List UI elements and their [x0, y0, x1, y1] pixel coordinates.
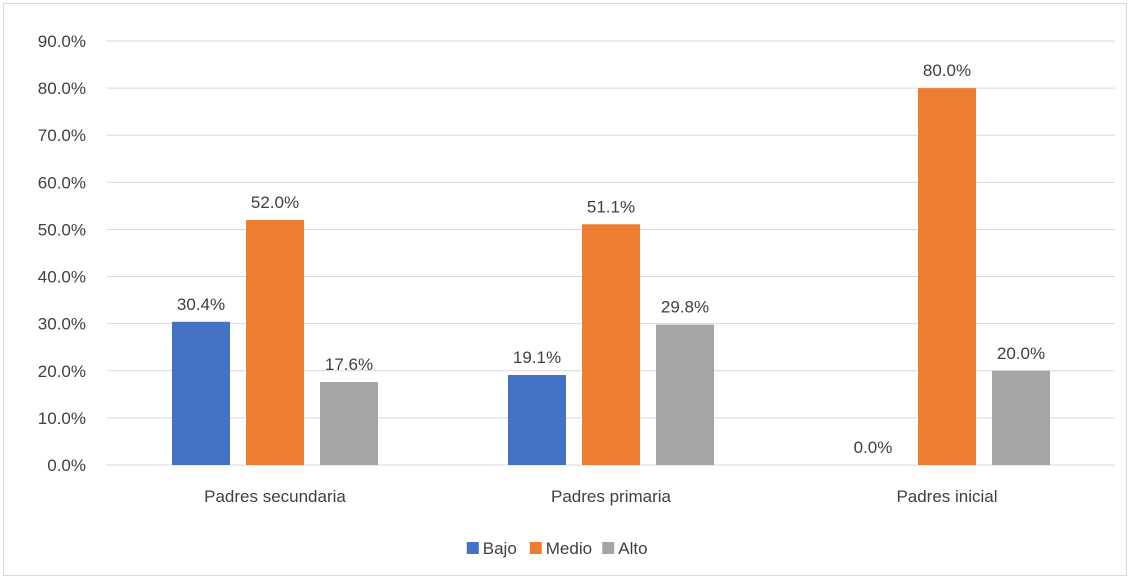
- data-label: 17.6%: [325, 355, 373, 374]
- data-labels: 30.4% 52.0% 17.6% 19.1% 51.1% 29.8% 0.0% 80.0% 2…: [177, 61, 1045, 457]
- y-axis-ticks: 0.0% 10.0% 20.0% 30.0% 40.0% 50.0% 60.0% 70.0% 8…: [38, 32, 86, 475]
- y-tick-label: 10.0%: [38, 409, 86, 428]
- legend-label-bajo: Bajo: [483, 539, 517, 558]
- legend: Bajo Medio Alto: [466, 539, 648, 558]
- x-category-label: Padres primaria: [551, 487, 672, 506]
- y-tick-label: 0.0%: [47, 456, 86, 475]
- bar-alto: [656, 324, 714, 465]
- y-tick-label: 90.0%: [38, 32, 86, 51]
- x-category-label: Padres secundaria: [204, 487, 346, 506]
- legend-swatch-medio: [529, 542, 542, 554]
- bar-bajo: [508, 375, 566, 465]
- x-axis-categories: Padres secundaria Padres primaria Padres i…: [204, 487, 997, 506]
- legend-swatch-alto: [602, 542, 615, 554]
- data-label: 51.1%: [587, 197, 635, 216]
- bar-alto: [320, 382, 378, 465]
- bar-bajo: [172, 321, 230, 465]
- data-label: 0.0%: [854, 438, 893, 457]
- data-label: 19.1%: [513, 348, 561, 367]
- data-label: 52.0%: [251, 193, 299, 212]
- y-tick-label: 20.0%: [38, 362, 86, 381]
- y-tick-label: 70.0%: [38, 126, 86, 145]
- bars: [172, 88, 1050, 465]
- y-tick-label: 80.0%: [38, 79, 86, 98]
- legend-swatch-bajo: [466, 542, 479, 554]
- y-tick-label: 60.0%: [38, 173, 86, 192]
- bar-alto: [992, 370, 1050, 465]
- legend-label-alto: Alto: [618, 539, 647, 558]
- data-label: 30.4%: [177, 295, 225, 314]
- bar-medio: [918, 88, 976, 465]
- y-tick-label: 30.0%: [38, 315, 86, 334]
- data-label: 29.8%: [661, 298, 709, 317]
- legend-label-medio: Medio: [546, 539, 592, 558]
- bar-medio: [582, 224, 640, 465]
- bar-medio: [246, 220, 304, 465]
- x-category-label: Padres inicial: [896, 487, 997, 506]
- data-label: 20.0%: [997, 344, 1045, 363]
- y-tick-label: 50.0%: [38, 220, 86, 239]
- data-label: 80.0%: [923, 61, 971, 80]
- y-tick-label: 40.0%: [38, 268, 86, 287]
